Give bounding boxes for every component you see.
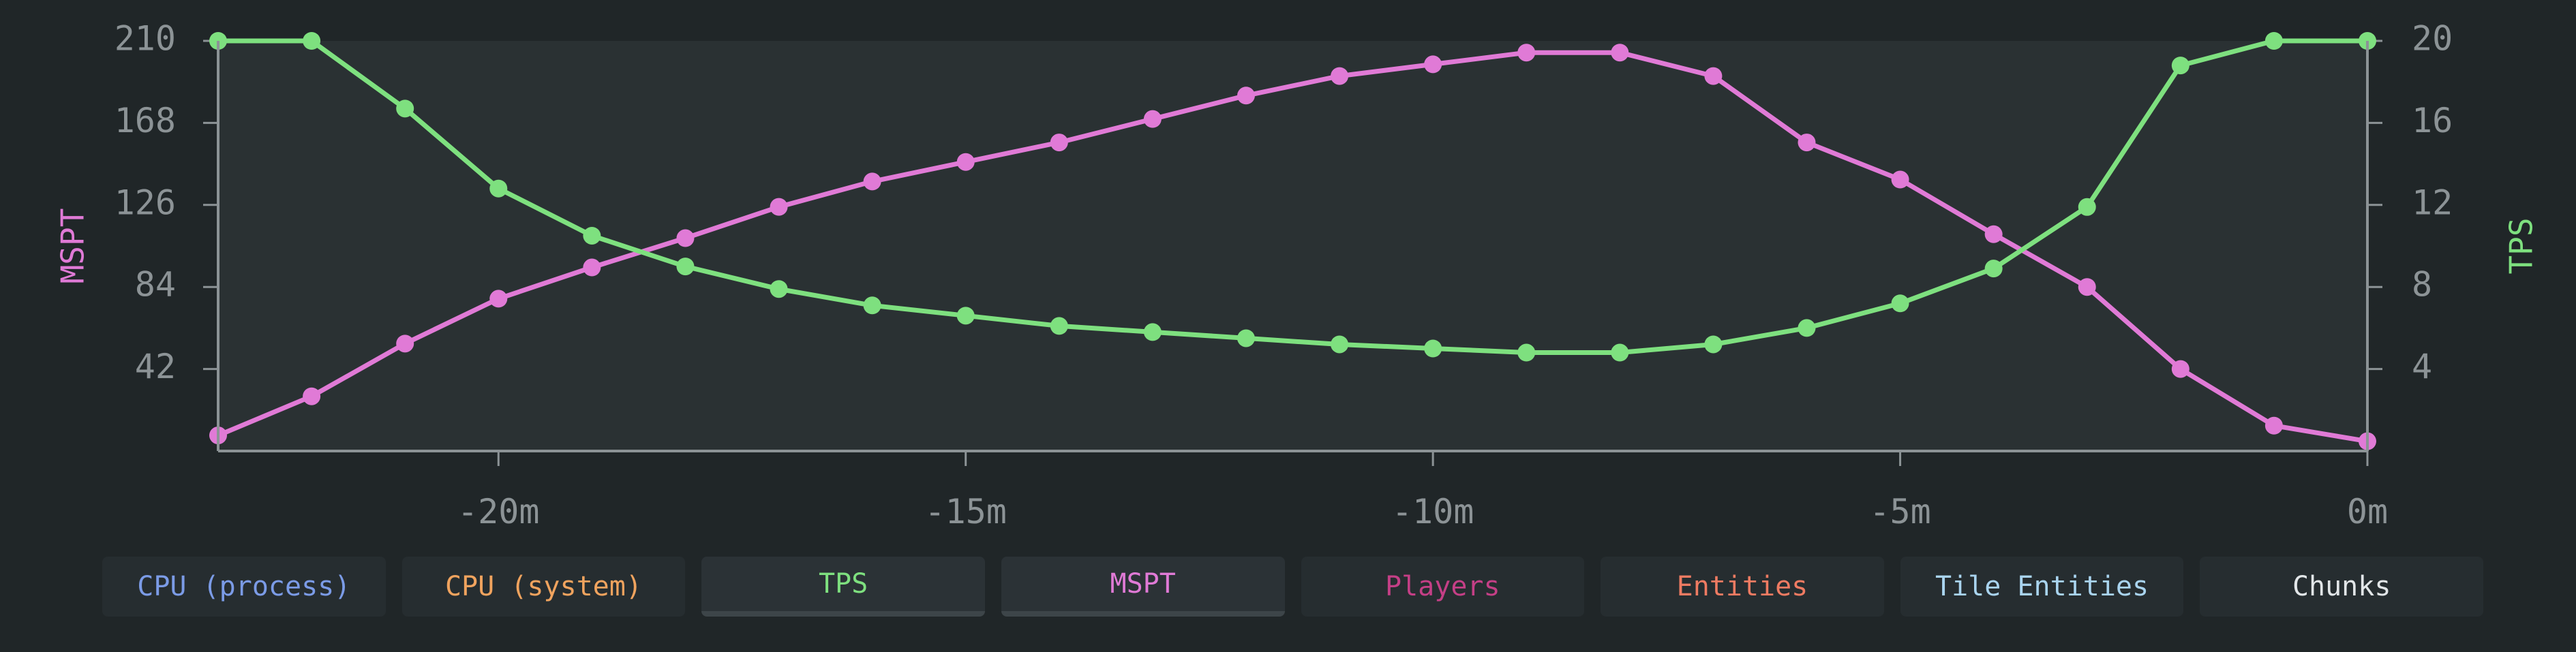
tps-point	[396, 99, 414, 118]
tps-point	[1704, 335, 1723, 354]
tab-cpu-process[interactable]: CPU (process)	[102, 557, 386, 617]
tab-tile-entities[interactable]: Tile Entities	[1900, 557, 2184, 617]
tps-point	[1517, 343, 1536, 362]
tps-point	[770, 280, 788, 298]
mspt-point	[1704, 67, 1723, 85]
mspt-point	[489, 290, 508, 308]
tps-point	[956, 307, 975, 325]
mspt-point	[583, 258, 601, 277]
mspt-line	[217, 50, 2368, 444]
tps-point	[2264, 32, 2283, 50]
mspt-point	[1798, 134, 1816, 152]
series-layer	[209, 32, 2376, 450]
y-left-tick-label: 126	[115, 183, 176, 222]
tps-point	[2171, 57, 2189, 75]
mspt-point	[2264, 416, 2283, 435]
tab-tps[interactable]: TPS	[701, 557, 985, 617]
mspt-point	[1984, 225, 2003, 243]
tab-label: CPU (process)	[137, 571, 351, 602]
x-tick-label: -20m	[457, 492, 539, 531]
y-left-tick-label: 42	[135, 347, 176, 386]
mspt-point	[1517, 44, 1536, 62]
mspt-point	[1331, 67, 1349, 85]
tps-point	[489, 179, 508, 198]
tab-label: Tile Entities	[1935, 571, 2149, 602]
tps-point	[1984, 260, 2003, 278]
y-left-tick-label: 168	[115, 101, 176, 140]
mspt-point	[956, 153, 975, 171]
tps-point	[583, 226, 601, 245]
tab-label: TPS	[818, 568, 868, 600]
mspt-point	[1891, 170, 1909, 189]
tab-label: Players	[1385, 571, 1500, 602]
tps-point	[676, 258, 695, 276]
tps-point	[1237, 329, 1255, 347]
tps-point	[1611, 343, 1629, 362]
y-left-tick-label: 210	[115, 19, 176, 59]
y-right-ticks: 4 8 12 16 20	[2367, 19, 2453, 386]
y-left-tick-label: 84	[135, 265, 176, 305]
mspt-point	[2171, 360, 2189, 378]
y-right-tick-label: 20	[2412, 19, 2453, 59]
x-tick-label: 0m	[2347, 492, 2388, 531]
tab-chunks[interactable]: Chunks	[2200, 557, 2483, 617]
tab-cpu-system[interactable]: CPU (system)	[401, 557, 686, 617]
tps-point	[863, 296, 881, 315]
metric-tabs: CPU (process) CPU (system) TPS MSPT Players E…	[102, 557, 2483, 617]
y-right-tick-label: 16	[2412, 101, 2453, 140]
mspt-point	[1237, 87, 1255, 105]
mspt-point	[2078, 278, 2096, 296]
y-right-axis-label: TPS	[2503, 217, 2540, 274]
x-tick-label: -5m	[1869, 492, 1930, 531]
plot-background	[218, 41, 2367, 451]
mspt-point	[1143, 110, 1162, 128]
tab-label: Entities	[1676, 571, 1808, 602]
y-right-tick-label: 8	[2412, 265, 2432, 305]
tps-point	[303, 32, 321, 50]
tps-point	[1798, 319, 1816, 337]
tps-point	[1143, 323, 1162, 341]
y-left-ticks: 42 84 126 168 210	[115, 19, 218, 386]
y-left-axis-label: MSPT	[55, 208, 91, 284]
mspt-point	[396, 335, 414, 353]
tps-point	[1331, 335, 1349, 354]
y-right-tick-label: 12	[2412, 183, 2453, 222]
x-tick-label: -15m	[924, 492, 1006, 531]
tab-players[interactable]: Players	[1301, 557, 1585, 617]
mspt-point	[303, 387, 321, 405]
mspt-point	[863, 172, 881, 191]
tps-line	[218, 38, 2367, 355]
x-ticks: -20m -15m -10m -5m 0m	[457, 451, 2388, 531]
mspt-point	[770, 198, 788, 216]
tps-point	[2078, 198, 2096, 216]
tab-label: Chunks	[2292, 571, 2391, 602]
tps-point	[1050, 317, 1068, 335]
tab-label: MSPT	[1110, 568, 1176, 600]
mspt-point	[1611, 44, 1629, 62]
tab-label: CPU (system)	[444, 571, 642, 602]
tps-point	[1424, 339, 1442, 358]
mspt-point	[1050, 134, 1068, 152]
x-tick-label: -10m	[1392, 492, 1474, 531]
tab-entities[interactable]: Entities	[1601, 557, 1884, 617]
tab-mspt[interactable]: MSPT	[1001, 557, 1285, 617]
y-right-tick-label: 4	[2412, 347, 2432, 386]
tps-point	[1891, 294, 1909, 313]
mspt-point	[1424, 55, 1442, 74]
mspt-point	[676, 229, 695, 247]
